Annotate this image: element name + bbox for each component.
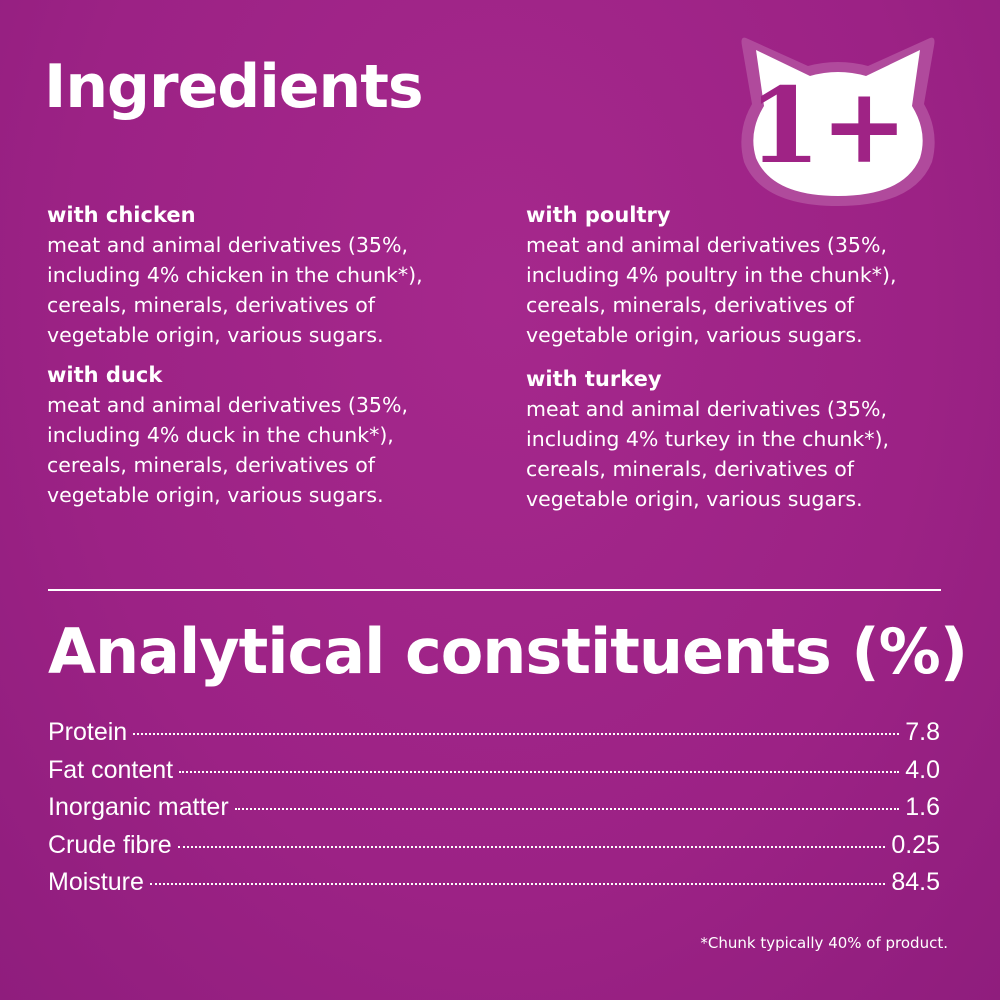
divider — [48, 589, 941, 591]
table-row: Inorganic matter 1.6 — [48, 789, 940, 827]
row-value: 0.25 — [891, 830, 940, 859]
dot-leader — [177, 845, 886, 848]
row-label: Moisture — [48, 868, 144, 896]
ingredient-chicken: with chicken meat and animal derivatives… — [47, 200, 477, 350]
analytical-table: Protein 7.8 Fat content 4.0 Inorganic matt… — [48, 714, 940, 902]
dot-leader — [234, 808, 900, 810]
ingredient-poultry: with poultry meat and animal derivatives… — [526, 200, 956, 350]
page-title: Ingredients — [44, 52, 424, 122]
dot-leader — [149, 883, 886, 885]
ingredient-heading: with poultry — [526, 203, 671, 227]
ingredient-heading: with chicken — [47, 203, 196, 227]
dot-leader — [133, 733, 900, 735]
ingredient-text: meat and animal derivatives (35%, includ… — [47, 393, 408, 507]
analytical-title: Analytical constituents (%) — [48, 615, 968, 688]
ingredient-text: meat and animal derivatives (35%, includ… — [526, 397, 890, 511]
dot-leader — [179, 770, 900, 773]
ingredient-heading: with turkey — [526, 367, 662, 391]
ingredient-turkey: with turkey meat and animal derivatives … — [526, 364, 956, 514]
ingredient-duck: with duck meat and animal derivatives (3… — [47, 360, 477, 510]
row-label: Fat content — [48, 755, 174, 784]
row-value: 84.5 — [891, 868, 940, 896]
table-row: Moisture 84.5 — [48, 864, 940, 902]
row-value: 4.0 — [905, 755, 940, 784]
ingredient-text: meat and animal derivatives (35%, includ… — [47, 233, 423, 347]
badge-text: 1+ — [748, 64, 908, 187]
table-row: Fat content 4.0 — [48, 752, 940, 790]
cat-head-icon: 1+ — [741, 37, 935, 206]
row-value: 7.8 — [905, 718, 940, 746]
footnote: *Chunk typically 40% of product. — [700, 934, 948, 952]
ingredient-text: meat and animal derivatives (35%, includ… — [526, 233, 897, 347]
table-row: Crude fibre 0.25 — [48, 827, 940, 865]
table-row: Protein 7.8 — [48, 714, 940, 752]
row-label: Protein — [48, 718, 128, 746]
ingredient-heading: with duck — [47, 363, 163, 387]
row-label: Inorganic matter — [48, 793, 229, 821]
row-label: Crude fibre — [48, 830, 172, 859]
row-value: 1.6 — [905, 793, 940, 821]
